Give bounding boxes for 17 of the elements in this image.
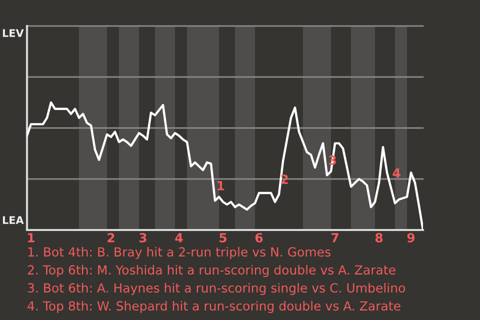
x-tick-label: 2	[108, 233, 114, 242]
x-tick-label: 3	[139, 233, 146, 242]
text: LEV	[2, 29, 24, 37]
text: LEA	[2, 216, 24, 224]
annotation: 4	[392, 168, 400, 178]
x-tick-label: 7	[331, 233, 338, 242]
text: 2. Top 6th: M. Yoshida hit a run-scoring double vs A. Zarate	[28, 264, 396, 278]
x-tick-label: 9	[407, 233, 415, 242]
text: 1. Bot 4th: B. Bray hit a 2-run triple vs N. Gomes	[28, 246, 330, 260]
x-tick-label: 5	[220, 233, 226, 242]
x-tick-label: 1	[28, 233, 34, 242]
annotation: 1	[218, 181, 224, 190]
x-tick-label: 8	[375, 233, 383, 242]
x-tick-label: 6	[255, 233, 263, 242]
text: 4. Top 8th: W. Shepard hit a run-scoring double vs A. Zarate	[28, 300, 400, 314]
text: 3. Bot 6th: A. Haynes hit a run-scoring single vs C. Umbelino	[28, 282, 405, 296]
x-tick-label: 4	[175, 233, 183, 242]
